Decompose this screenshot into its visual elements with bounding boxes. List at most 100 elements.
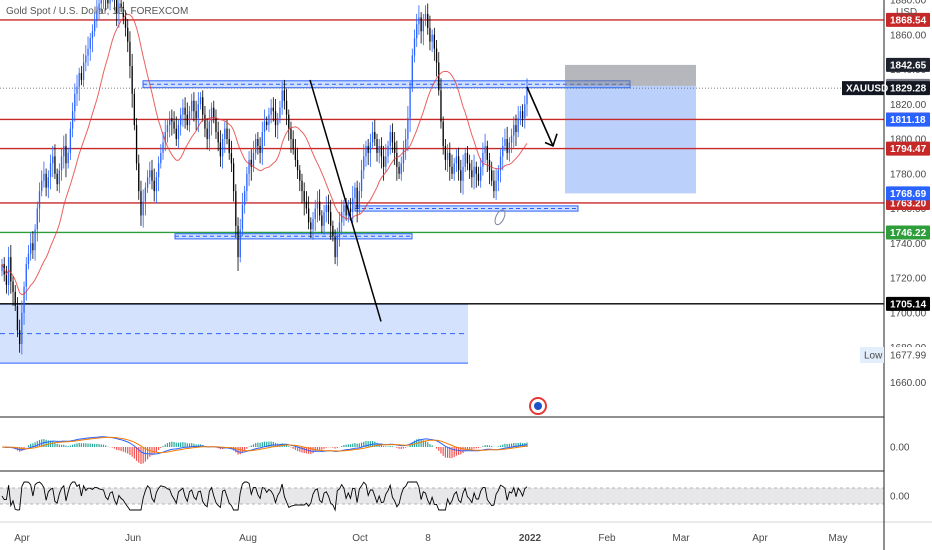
candle-body <box>336 236 338 258</box>
candle-body <box>129 41 131 67</box>
time-tick-label: Apr <box>752 533 768 544</box>
highlight-ellipse[interactable] <box>493 208 507 226</box>
candle-body <box>303 191 305 202</box>
projection-arrow[interactable] <box>526 86 554 147</box>
time-tick-label: Apr <box>14 533 30 544</box>
candle-body <box>473 166 475 178</box>
candle-body <box>27 253 30 265</box>
candle-body <box>142 201 144 216</box>
candle-body <box>266 121 268 126</box>
candle-body <box>418 17 420 25</box>
candle-body <box>96 10 98 21</box>
macd-zero-label: 0.00 <box>890 443 910 454</box>
candle-body <box>47 177 49 188</box>
candle-body <box>144 187 147 202</box>
candle-body <box>283 90 286 101</box>
candle-body <box>230 152 233 164</box>
rsi-zero-label: 0.00 <box>890 492 910 503</box>
candle-body <box>268 114 270 126</box>
candle-body <box>146 177 149 188</box>
candle-body <box>85 55 87 63</box>
candle-body <box>257 139 259 146</box>
candle-body <box>290 128 292 139</box>
candle-body <box>365 145 367 157</box>
candle-body <box>285 100 288 115</box>
candle-body <box>175 128 177 139</box>
candle-body <box>288 114 290 129</box>
candle-body <box>133 93 136 126</box>
candle-body <box>171 118 173 122</box>
stop-loss-zone[interactable] <box>565 64 696 86</box>
candle-body <box>312 218 314 230</box>
candle-body <box>164 132 166 143</box>
news-flag-icon[interactable] <box>529 397 547 415</box>
candle-body <box>188 111 191 126</box>
trend-drawings[interactable] <box>309 79 558 322</box>
candle-body <box>338 222 341 237</box>
time-axis[interactable]: Apr Jun Aug Oct 8 2022 Feb Mar Apr May <box>14 533 847 544</box>
candle-body <box>367 145 369 153</box>
price-tag: 1829.28 <box>890 84 927 95</box>
candle-body <box>279 107 281 119</box>
candle-body <box>71 111 74 129</box>
candle-body <box>325 205 327 212</box>
candle-body <box>374 132 376 139</box>
candle-body <box>213 107 215 119</box>
price-tick-label: 1780.00 <box>890 169 927 180</box>
candle-body <box>168 118 171 126</box>
arrow-head[interactable] <box>544 133 558 148</box>
level-price-tag-bg <box>886 12 930 27</box>
price-tag-bg <box>886 186 930 201</box>
candle-body <box>12 281 14 292</box>
symbol-title[interactable]: Gold Spot / U.S. Dollar, 1D, FOREXCOM <box>6 6 188 17</box>
candle-body <box>107 0 109 4</box>
macd-line <box>1 436 528 455</box>
candle-body <box>100 0 102 4</box>
candle-body <box>166 125 169 133</box>
oscillator-line <box>1 481 528 512</box>
candle-body <box>420 17 422 32</box>
candle-body <box>281 90 283 108</box>
price-tag: 1811.18 <box>890 115 926 126</box>
candle-body <box>36 208 38 230</box>
candle-body <box>433 34 436 49</box>
candle-body <box>195 111 197 119</box>
candle-body <box>422 20 424 32</box>
candle-body <box>10 257 12 282</box>
candle-body <box>296 159 299 171</box>
drawing-boxes[interactable] <box>0 64 696 364</box>
candle-body <box>453 163 455 174</box>
candle-body <box>484 145 486 153</box>
candle-body <box>521 111 524 119</box>
candle-body <box>184 107 186 115</box>
candle-body <box>354 187 356 199</box>
time-tick-label: Oct <box>352 533 368 544</box>
candle-body <box>155 177 158 192</box>
candle-body <box>451 166 453 174</box>
candle-body <box>519 111 522 119</box>
symbol-tag[interactable]: XAUUSD <box>846 84 888 95</box>
candle-body <box>510 135 513 143</box>
candle-body <box>294 149 297 160</box>
candle-body <box>488 159 491 171</box>
price-tick-label: 1740.00 <box>890 239 927 250</box>
candle-body <box>116 0 118 14</box>
candle-body <box>235 191 237 226</box>
low-value: 1677.99 <box>890 351 927 362</box>
candle-body <box>526 88 528 105</box>
candle-body <box>440 90 442 122</box>
candle-body <box>464 152 466 167</box>
candle-body <box>219 142 222 157</box>
currency-label[interactable]: USD <box>896 7 917 18</box>
candle-body <box>380 145 383 157</box>
candle-body <box>411 55 413 87</box>
trendline-down[interactable] <box>309 79 382 322</box>
candle-body <box>493 180 495 192</box>
horizontal-levels[interactable] <box>0 19 884 305</box>
candle-body <box>118 3 120 14</box>
take-profit-zone[interactable] <box>565 85 696 194</box>
candle-body <box>398 166 400 174</box>
candle-body <box>52 156 54 164</box>
candle-body <box>486 145 488 160</box>
